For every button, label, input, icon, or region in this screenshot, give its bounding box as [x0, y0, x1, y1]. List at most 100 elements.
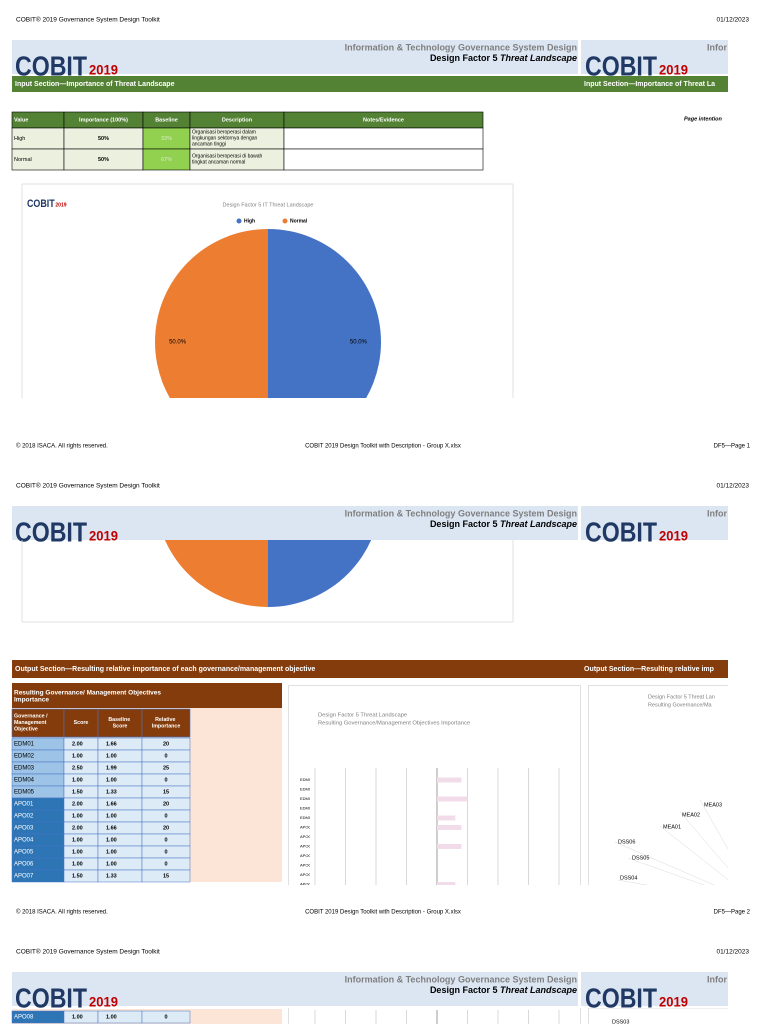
header-cell [97, 708, 143, 738]
bar-chart: Design Factor 5 Threat Landscape Resultin… [288, 685, 581, 885]
column-header: Governance / Management Objective [14, 714, 49, 733]
side-note: Page intention [684, 116, 723, 122]
toolkit-name: COBIT® 2019 Governance System Design Too… [16, 16, 160, 24]
cell-importance: 50% [98, 157, 109, 163]
table-cell [283, 148, 484, 171]
axis-label: DSS06 [618, 839, 635, 845]
chart-subtitle: Resulting Governance/Management Objectiv… [318, 721, 470, 727]
table-cell [97, 869, 143, 883]
cell-baseline: 67% [161, 157, 172, 163]
logo-year: 2019 [659, 528, 688, 544]
cell-value: 1.00 [72, 813, 83, 819]
banner-title: Information & Technology Governance Syst… [345, 508, 577, 518]
banner-band [12, 506, 578, 540]
radar-chart: Design Factor 5 Threat Lan Resulting Gove… [588, 685, 728, 885]
print-date: 01/12/2023 [716, 17, 749, 24]
table-cell [141, 1010, 191, 1024]
pie-slice [268, 540, 372, 607]
banner-subtitle: Design Factor 5 Threat Landscape [430, 53, 577, 63]
cell-value: 1.50 [72, 873, 83, 879]
bar [437, 815, 456, 821]
objective-code: APO01 [14, 802, 34, 808]
category-label: EDM04 [300, 806, 314, 811]
banner-title-clipped: Infor [707, 974, 727, 984]
radar-chart-continued: DSS03 [588, 1008, 728, 1024]
print-date: 01/12/2023 [716, 483, 749, 490]
objective-code: EDM05 [14, 790, 35, 796]
cell-value: 15 [163, 873, 169, 879]
footer-file: COBIT 2019 Design Toolkit with Descripti… [305, 910, 461, 916]
chart-frame [21, 540, 514, 623]
objective-code: EDM03 [14, 766, 35, 772]
output-table-continued: APO08 1.00 1.00 0 [11, 1009, 282, 1024]
objective-code: EDM02 [14, 754, 35, 760]
banner-title-clipped: Infor [707, 42, 727, 52]
footer-page: DF5—Page 1 [714, 444, 751, 450]
cell-value: 25 [163, 765, 169, 771]
objective-code: APO02 [14, 814, 34, 820]
category-label: EDM03 [300, 796, 314, 801]
cell-value: 1.00 [106, 849, 117, 855]
table-cell [97, 809, 143, 823]
chart-frame [588, 685, 728, 885]
cell-value: 1.00 [72, 861, 83, 867]
cell-value: 1.00 [106, 753, 117, 759]
table-cell [97, 737, 143, 751]
cell-value: 1.33 [106, 873, 117, 879]
cell-value: 2.00 [72, 825, 83, 831]
category-label: APO03 [300, 844, 314, 849]
section-bar [12, 76, 728, 92]
banner-band [12, 40, 578, 74]
footer-copyright: © 2018 ISACA. All rights reserved. [16, 443, 108, 450]
cell-value: 1.00 [106, 861, 117, 867]
cell-value: 20 [163, 741, 169, 747]
banner-title-clipped: Infor [707, 508, 727, 518]
category-label: EDM02 [300, 787, 314, 792]
cell-description: Organisasi beroperasi dalam lingkungan s… [192, 130, 259, 148]
cell-value: 0 [164, 813, 167, 819]
header-cell [11, 708, 65, 738]
cell-value: 1.66 [106, 741, 117, 747]
banner-band [581, 972, 728, 1006]
toolkit-name: COBIT® 2019 Governance System Design Too… [16, 948, 160, 956]
table-cell [97, 821, 143, 835]
column-header: Baseline Score [108, 717, 131, 730]
cell-description: Organisasi beroperasi di bawah tingkat a… [192, 154, 264, 166]
table-cell [97, 833, 143, 847]
column-header: Relative Importance [152, 717, 181, 730]
category-label: APO05 [300, 863, 314, 868]
table-cell [283, 127, 484, 150]
bar [437, 777, 462, 783]
pie-plot: 50.0% 50.0% [155, 229, 381, 398]
chart-frame [588, 1008, 728, 1024]
category-label: EDM01 [300, 777, 314, 782]
bar [437, 844, 462, 849]
cell-value: 1.00 [106, 813, 117, 819]
logo-year: 2019 [89, 528, 118, 544]
axis-label: DSS03 [612, 1019, 629, 1024]
column-header: Value [14, 117, 28, 123]
objective-code: APO04 [14, 838, 34, 844]
cell-value: 0 [164, 849, 167, 855]
footer-copyright: © 2018 ISACA. All rights reserved. [16, 909, 108, 916]
banner-subtitle: Design Factor 5 Threat Landscape [430, 985, 577, 995]
cell-value: 1.00 [72, 849, 83, 855]
column-header: Importance (100%) [79, 117, 128, 123]
section-title-clipped: Output Section—Resulting relative imp [584, 666, 714, 673]
table-title: Resulting Governance/ Management Objecti… [14, 689, 163, 703]
header-cell [63, 708, 99, 738]
cell-value: 0 [164, 837, 167, 843]
cell-value: 1.33 [106, 789, 117, 795]
table-title-cell [12, 683, 282, 708]
objective-code: APO06 [14, 862, 34, 868]
pie-slice [164, 540, 268, 607]
cell-value: 1.00 [106, 777, 117, 783]
table-cell [97, 1010, 143, 1024]
section-title: Output Section—Resulting relative import… [15, 666, 315, 673]
table-cell [97, 797, 143, 811]
cell-value: 1.00 [72, 1014, 83, 1020]
section-title: Input Section—Importance of Threat Lands… [15, 81, 175, 88]
logo-year: 2019 [659, 994, 688, 1010]
subtitle-emphasis: Threat Landscape [500, 53, 577, 63]
